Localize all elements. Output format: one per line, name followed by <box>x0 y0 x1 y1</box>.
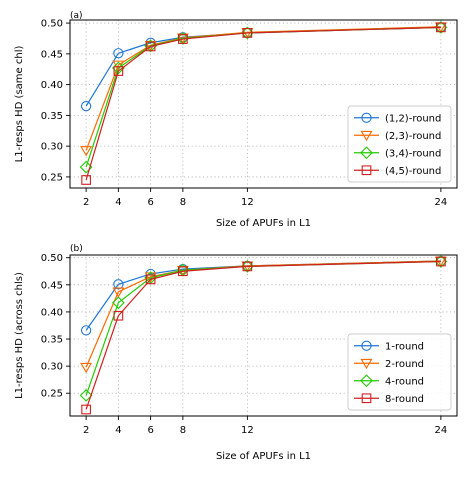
legend-label: (1,2)-round <box>385 113 441 124</box>
data-point-marker <box>80 325 92 336</box>
legend-label: 2-round <box>385 359 424 370</box>
x-tick-label: 12 <box>241 425 254 436</box>
data-point-marker <box>178 266 188 277</box>
y-axis-label: L1-resps HD (same chl) <box>14 46 25 163</box>
data-point-marker <box>144 39 158 53</box>
axes-frame <box>69 254 458 417</box>
series-line <box>85 260 441 331</box>
panel-label: (a) <box>70 11 83 21</box>
series-4 <box>81 256 446 415</box>
legend-marker <box>360 146 373 160</box>
data-point-marker <box>434 255 448 268</box>
y-tick-label: 0.35 <box>41 335 63 346</box>
legend-marker <box>360 130 373 142</box>
legend-marker <box>361 165 372 176</box>
data-point-marker <box>240 26 254 40</box>
x-tick-label: 12 <box>241 197 254 208</box>
x-tick-label: 2 <box>83 197 89 208</box>
y-tick-label: 0.40 <box>41 80 63 91</box>
legend-marker <box>360 358 373 370</box>
x-axis-label: Size of APUFs in L1 <box>216 451 311 462</box>
series-1 <box>80 22 447 112</box>
data-point-marker <box>113 66 124 76</box>
data-point-marker <box>242 261 253 272</box>
data-point-marker <box>80 362 93 374</box>
y-tick-label: 0.45 <box>41 49 63 60</box>
y-tick-label: 0.40 <box>41 307 63 318</box>
x-tick-label: 4 <box>115 425 121 436</box>
x-tick-label: 24 <box>435 197 448 208</box>
data-point-marker <box>80 146 93 157</box>
data-point-marker <box>240 260 254 273</box>
legend-box <box>347 105 452 183</box>
data-point-marker <box>81 404 91 415</box>
y-tick-label: 0.50 <box>41 253 63 264</box>
data-point-marker <box>176 32 190 45</box>
data-point-marker <box>112 287 125 298</box>
legend-marker <box>361 112 372 123</box>
x-tick-label: 6 <box>147 197 153 208</box>
y-tick-label: 0.25 <box>41 172 63 183</box>
data-point-marker <box>436 256 446 267</box>
legend-label: (4,5)-round <box>385 166 441 177</box>
x-tick-label: 2 <box>83 425 89 436</box>
y-tick-label: 0.25 <box>41 389 63 400</box>
data-point-marker <box>113 310 124 321</box>
legend-marker <box>361 340 372 351</box>
data-point-marker <box>79 389 93 402</box>
y-tick-label: 0.35 <box>41 111 63 122</box>
legend-marker <box>360 374 373 388</box>
x-tick-label: 8 <box>180 425 186 436</box>
data-point-marker <box>111 296 125 310</box>
y-tick-label: 0.50 <box>41 19 63 30</box>
legend-label: (3,4)-round <box>385 148 441 159</box>
series-line <box>85 26 441 107</box>
y-tick-label: 0.30 <box>41 362 63 373</box>
x-tick-label: 8 <box>180 197 186 208</box>
data-point-marker <box>81 175 91 185</box>
legend-label: 8-round <box>385 394 424 405</box>
data-point-marker <box>145 41 156 52</box>
series-4 <box>81 22 446 185</box>
x-axis-label: Size of APUFs in L1 <box>216 218 311 229</box>
y-axis-label: L1-resps HD (across chls) <box>14 272 25 399</box>
y-tick-label: 0.45 <box>41 280 63 291</box>
legend-label: 4-round <box>385 376 424 387</box>
data-point-marker <box>113 279 124 290</box>
data-point-marker <box>178 34 188 44</box>
data-point-marker <box>111 61 125 75</box>
legend: (1,2)-round (2,3)-round (3,4)-round (4,5)-r… <box>347 105 452 183</box>
x-tick-label: 4 <box>115 197 121 208</box>
x-tick-label: 6 <box>147 425 153 436</box>
series-line <box>85 260 441 410</box>
x-tick-label: 24 <box>435 425 448 436</box>
legend-label: 1-round <box>385 341 424 352</box>
axes-frame <box>69 19 458 189</box>
data-point-marker <box>436 22 446 33</box>
data-point-marker <box>145 274 156 285</box>
legend-marker <box>361 393 372 404</box>
data-point-marker <box>113 48 124 59</box>
series-line <box>85 26 441 181</box>
data-point-marker <box>79 160 93 174</box>
legend-label: (2,3)-round <box>385 131 441 142</box>
legend: 1-round 2-round 4-round 8-round <box>347 333 452 411</box>
data-point-marker <box>434 21 448 34</box>
panel-label: (b) <box>70 244 83 254</box>
legend-box <box>347 333 452 411</box>
y-tick-label: 0.30 <box>41 142 63 153</box>
data-point-marker <box>80 101 92 112</box>
data-point-marker <box>242 28 253 38</box>
